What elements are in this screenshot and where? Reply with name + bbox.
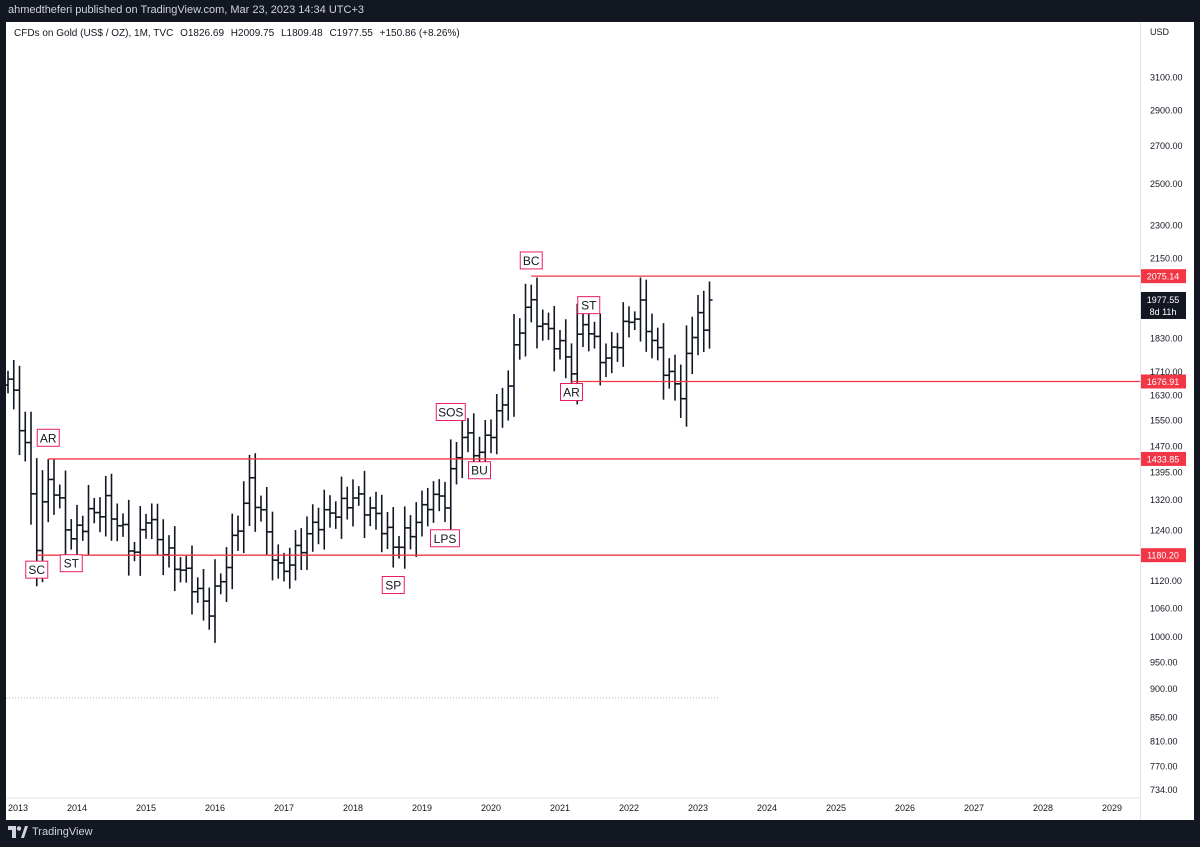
price-axis-tick-label: 1630.00 xyxy=(1150,391,1183,401)
label-box xyxy=(36,428,60,447)
level-price-badge xyxy=(1140,269,1186,284)
axis-currency: USD xyxy=(1150,27,1170,37)
time-axis-tick-label: 2027 xyxy=(964,803,984,813)
time-axis-tick-label: 2017 xyxy=(274,803,294,813)
price-axis-tick-label: 1710.00 xyxy=(1150,367,1183,377)
label-box xyxy=(25,560,49,579)
tradingview-brand[interactable]: TradingView xyxy=(8,826,93,838)
time-axis-tick-label: 2014 xyxy=(67,803,87,813)
price-axis-tick-label: 2900.00 xyxy=(1150,106,1183,116)
open-value: O1826.69 xyxy=(180,28,225,39)
wyckoff-label-sc[interactable]: SC xyxy=(25,560,49,579)
publish-info: ahmedtheferi published on TradingView.co… xyxy=(8,4,364,16)
time-axis-tick-label: 2015 xyxy=(136,803,156,813)
wyckoff-label-sos[interactable]: SOS xyxy=(435,403,466,422)
price-axis-separator xyxy=(1140,22,1141,820)
current-price-label: 1977.55 xyxy=(1147,295,1180,305)
wyckoff-label-bu[interactable]: BU xyxy=(468,461,491,480)
level-price-badge xyxy=(1140,451,1186,466)
price-axis-tick-label: 734.00 xyxy=(1150,785,1178,795)
current-price-badge xyxy=(1140,291,1186,319)
time-axis-tick-label: 2018 xyxy=(343,803,363,813)
label-box xyxy=(560,383,583,402)
wyckoff-label-ar[interactable]: AR xyxy=(36,428,60,447)
label-box xyxy=(430,529,460,548)
label-text: ST xyxy=(581,299,597,313)
level-price-badge xyxy=(1140,548,1186,563)
wyckoff-label-st[interactable]: ST xyxy=(59,554,83,573)
label-text: SC xyxy=(28,563,45,577)
wyckoff-label-lps[interactable]: LPS xyxy=(430,529,460,548)
label-text: BC xyxy=(523,254,540,268)
countdown-label: 8d 11h xyxy=(1150,307,1177,317)
time-axis-tick-label: 2025 xyxy=(826,803,846,813)
price-axis-tick-label: 770.00 xyxy=(1150,761,1178,771)
chart-frame[interactable]: 2075.14 1676.91 1433.85 1180.20 1977.55 8d 11… xyxy=(6,22,1194,820)
price-axis-tick-label: 1550.00 xyxy=(1150,415,1183,425)
price-axis-tick-label: 950.00 xyxy=(1150,657,1178,667)
symbol-legend: CFDs on Gold (US$ / OZ), 1M, TVC O1826.6… xyxy=(14,28,464,39)
label-text: AR xyxy=(563,386,580,400)
wyckoff-label-bc[interactable]: BC xyxy=(519,251,543,270)
wyckoff-label-sp[interactable]: SP xyxy=(381,575,405,594)
label-text: AR xyxy=(40,431,57,445)
label-text: ST xyxy=(64,557,80,571)
price-axis-tick-label: 1395.00 xyxy=(1150,468,1183,478)
low-value: L1809.48 xyxy=(280,28,323,39)
label-text: BU xyxy=(471,464,488,478)
label-text: SP xyxy=(385,578,401,592)
brand-name: TradingView xyxy=(32,826,93,838)
price-axis-tick-label: 1000.00 xyxy=(1150,632,1183,642)
time-axis-tick-label: 2021 xyxy=(550,803,570,813)
label-box xyxy=(519,251,543,270)
price-axis-tick-label: 2700.00 xyxy=(1150,141,1183,151)
tradingview-logo-icon xyxy=(8,826,28,838)
price-axis-tick-label: 1060.00 xyxy=(1150,603,1183,613)
price-axis-tick-label: 1320.00 xyxy=(1150,495,1183,505)
label-box xyxy=(435,403,466,422)
time-axis-tick-label: 2016 xyxy=(205,803,225,813)
price-axis-tick-label: 2500.00 xyxy=(1150,179,1183,189)
change-value: +150.86 (+8.26%) xyxy=(379,28,460,39)
price-axis-tick-label: 3100.00 xyxy=(1150,73,1183,83)
level-price-label: 1433.85 xyxy=(1147,454,1180,464)
time-axis-tick-label: 2022 xyxy=(619,803,639,813)
label-box xyxy=(577,296,601,315)
time-axis-tick-label: 2019 xyxy=(412,803,432,813)
footer-bar: TradingView xyxy=(0,820,1200,847)
price-chart[interactable]: 2075.14 1676.91 1433.85 1180.20 1977.55 8d 11… xyxy=(6,22,1194,820)
price-axis-tick-label: 1830.00 xyxy=(1150,333,1183,343)
price-axis-tick-label: 810.00 xyxy=(1150,736,1178,746)
time-axis-tick-label: 2024 xyxy=(757,803,777,813)
time-axis-tick-label: 2013 xyxy=(8,803,28,813)
level-price-label: 2075.14 xyxy=(1147,272,1180,282)
wyckoff-label-ar[interactable]: AR xyxy=(560,383,583,402)
label-box xyxy=(381,575,405,594)
price-axis-tick-label: 850.00 xyxy=(1150,712,1178,722)
time-axis-tick-label: 2023 xyxy=(688,803,708,813)
price-axis-tick-label: 2300.00 xyxy=(1150,220,1183,230)
time-axis-tick-label: 2020 xyxy=(481,803,501,813)
high-value: H2009.75 xyxy=(230,28,275,39)
price-axis-tick-label: 1240.00 xyxy=(1150,526,1183,536)
label-text: LPS xyxy=(434,532,457,546)
time-axis-tick-label: 2028 xyxy=(1033,803,1053,813)
close-value: C1977.55 xyxy=(329,28,373,39)
time-axis-tick-label: 2026 xyxy=(895,803,915,813)
label-box xyxy=(468,461,491,480)
symbol-name: CFDs on Gold (US$ / OZ), 1M, TVC xyxy=(14,28,174,39)
price-axis-tick-label: 2150.00 xyxy=(1150,254,1183,264)
level-price-badge xyxy=(1140,374,1186,389)
price-axis-tick-label: 1470.00 xyxy=(1150,442,1183,452)
wyckoff-label-st[interactable]: ST xyxy=(577,296,601,315)
price-axis-tick-label: 1120.00 xyxy=(1150,576,1182,586)
publish-bar: ahmedtheferi published on TradingView.co… xyxy=(0,0,1200,22)
level-price-label: 1180.20 xyxy=(1147,551,1179,561)
level-price-label: 1676.91 xyxy=(1147,377,1180,387)
label-box xyxy=(59,554,83,573)
time-axis-tick-label: 2029 xyxy=(1102,803,1122,813)
label-text: SOS xyxy=(438,406,463,420)
price-axis-tick-label: 900.00 xyxy=(1150,684,1178,694)
